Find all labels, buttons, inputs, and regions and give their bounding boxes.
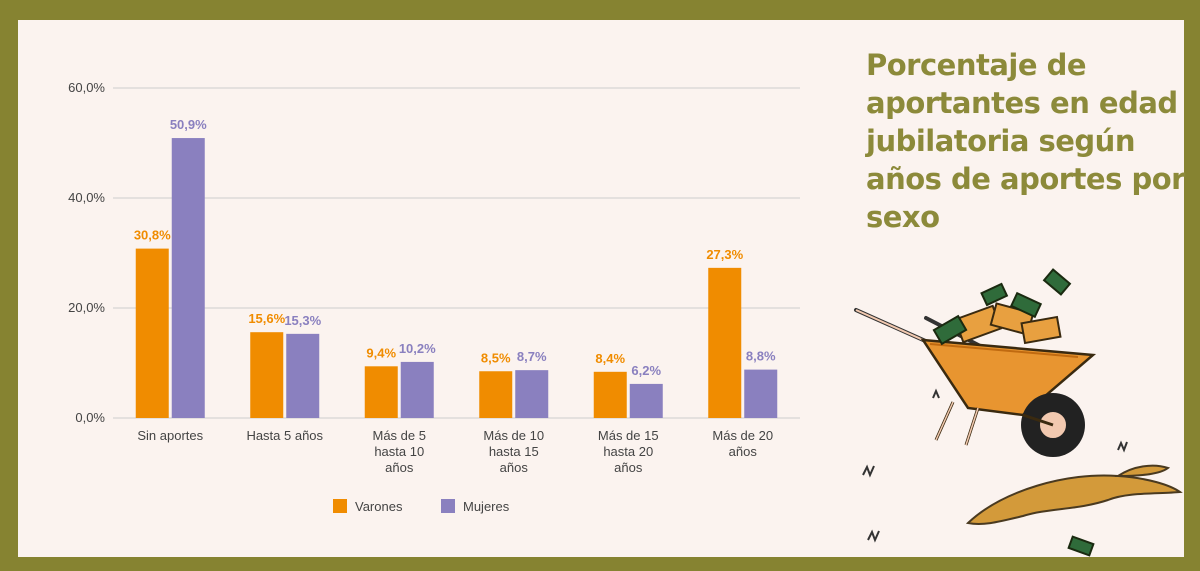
data-label: 15,3% [284,313,321,328]
data-label: 50,9% [170,117,207,132]
y-tick-label: 40,0% [68,190,105,205]
x-tick-label: Sin aportes [137,428,203,443]
x-tick-label: Más de 15 [598,428,659,443]
chart-title: Porcentaje de aportantes en edad jubilat… [866,48,1185,234]
data-label: 9,4% [366,345,396,360]
x-tick-label: Hasta 5 años [246,428,323,443]
x-tick-label: años [500,460,529,475]
data-label: 8,7% [517,349,547,364]
bar-mujeres [171,138,205,419]
bar-mujeres [744,369,778,418]
wheelbarrow-illustration [854,268,1183,557]
bar-varones [135,248,169,418]
bar-varones [250,332,284,418]
legend-label-mujeres: Mujeres [463,499,510,514]
data-label: 10,2% [399,341,436,356]
data-label: 8,4% [595,351,625,366]
data-label: 8,5% [481,350,511,365]
bar-mujeres [629,383,663,418]
bar-chart: 0,0% 20,0% 40,0% 60,0% 30,8% 50,9% Sin aportes… [68,80,800,514]
legend-swatch-varones [333,499,347,513]
y-tick-label: 20,0% [68,300,105,315]
data-label: 27,3% [706,247,743,262]
bar-mujeres [400,361,434,418]
data-label: 6,2% [631,363,661,378]
legend-swatch-mujeres [441,499,455,513]
x-tick-label: Más de 20 [712,428,773,443]
y-tick-label: 0,0% [75,410,105,425]
data-label: 8,8% [746,349,776,364]
bar-mujeres [515,370,549,418]
x-tick-label: años [385,460,414,475]
x-tick-label: Más de 10 [483,428,544,443]
data-label: 15,6% [248,311,285,326]
chart-panel: 0,0% 20,0% 40,0% 60,0% 30,8% 50,9% Sin aportes… [18,20,1185,557]
bar-varones [364,366,398,418]
y-tick-label: 60,0% [68,80,105,95]
x-tick-label: Más de 5 [373,428,426,443]
x-tick-label: años [729,444,758,459]
x-tick-label: hasta 20 [603,444,653,459]
legend-label-varones: Varones [355,499,403,514]
bar-varones [593,371,627,418]
data-label: 30,8% [134,228,171,243]
x-tick-label: años [614,460,643,475]
bar-varones [479,371,513,418]
x-tick-label: hasta 10 [374,444,424,459]
x-tick-label: hasta 15 [489,444,539,459]
bar-varones [708,267,742,418]
bar-mujeres [286,333,320,418]
